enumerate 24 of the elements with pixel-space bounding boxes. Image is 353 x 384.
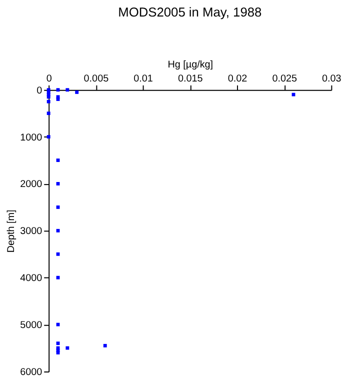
x-tick-label: 0.005	[84, 73, 110, 84]
chart-title: MODS2005 in May, 1988	[118, 4, 262, 20]
point	[75, 90, 79, 94]
x-tick-label: 0.03	[322, 73, 342, 84]
y-tick-label: 3000	[20, 226, 43, 238]
point	[46, 100, 50, 104]
point	[46, 95, 50, 99]
x-tick-label: 0.01	[134, 73, 154, 84]
y-axis-title: Depth [m]	[6, 209, 18, 253]
x-axis-title: Hg [µg/kg]	[168, 60, 214, 71]
x-tick-label: 0.025	[272, 73, 298, 84]
x-tick-label: 0	[46, 73, 52, 84]
point	[46, 112, 50, 116]
y-tick-label: 5000	[20, 320, 43, 332]
y-tick-label: 6000	[20, 366, 43, 378]
x-tick-label: 0.02	[228, 73, 248, 84]
point	[103, 344, 107, 348]
point	[46, 135, 50, 139]
point	[66, 88, 70, 92]
y-tick-label: 1000	[20, 132, 43, 144]
y-tick-label: 0	[36, 85, 43, 96]
x-tick-label: 0.015	[178, 73, 204, 84]
y-tick-label: 4000	[20, 273, 43, 284]
y-tick-label: 2000	[20, 179, 43, 190]
